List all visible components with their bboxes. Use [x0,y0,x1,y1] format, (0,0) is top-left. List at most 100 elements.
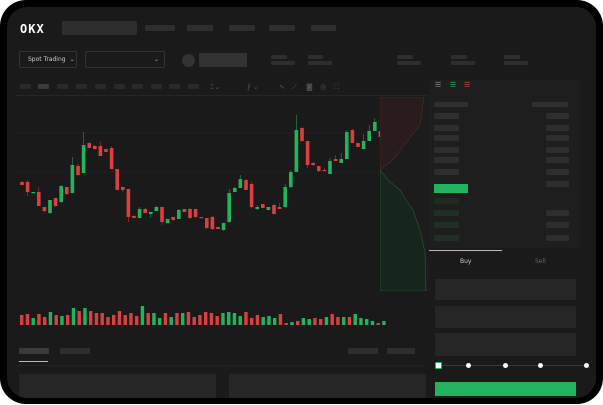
line-icon[interactable]: ∿ [279,83,285,91]
chevron-down-icon: ⌄ [153,56,159,63]
candle [283,187,287,207]
candle [221,223,226,230]
price-input[interactable] [435,279,576,300]
volume-bar [100,313,104,325]
candle [266,207,271,210]
buy-tab[interactable]: Buy [460,258,472,265]
candle [25,182,30,192]
ask-price [434,125,459,131]
volume-bar [365,319,369,325]
depth-asks [380,97,425,171]
filter-button[interactable] [387,348,415,354]
timeframe-button[interactable] [114,84,125,89]
volume-bar [319,319,323,325]
volume-bar [370,321,375,325]
nav-item[interactable] [187,25,213,31]
candle-type-icon[interactable]: ⌶⌄ [210,83,221,91]
timeframe-button[interactable] [38,84,49,89]
search-bar[interactable] [62,21,137,35]
candle [42,207,47,211]
candle [31,192,35,194]
volume-bar [106,317,110,325]
volume-bar [330,314,334,325]
pair-name [199,53,247,67]
nav-item[interactable] [229,25,255,31]
order-book-panel [430,80,580,248]
spot-trading-button[interactable]: Spot Trading ⌄ [19,51,77,68]
timeframe-button[interactable] [57,84,68,89]
stat-label [397,55,413,59]
ask-amount [546,135,569,141]
orderbook-bids-icon[interactable]: ☰ [450,81,457,89]
buy-tab-underline [429,250,502,251]
candle [37,192,41,206]
camera-icon[interactable]: ◙ [306,83,313,91]
total-input[interactable] [435,333,576,356]
orders-tab[interactable] [19,348,49,354]
candle [216,227,220,229]
candle [104,149,108,152]
timeframe-button[interactable] [188,84,199,89]
candle [289,172,293,187]
candle [93,146,97,149]
timeframe-button[interactable] [20,84,31,89]
stat-value [397,61,421,65]
candle [149,212,153,214]
filter-button[interactable] [348,348,378,354]
candle [154,207,159,211]
candle [205,218,209,228]
slider-handle[interactable] [435,362,442,369]
volume-bar [43,317,47,325]
nav-item[interactable] [311,25,336,31]
nav-item[interactable] [269,25,295,31]
candle [210,217,215,229]
percent-slider-track[interactable] [439,365,587,366]
timeframe-button[interactable] [151,84,162,89]
okx-logo: OKX [20,22,45,36]
fullscreen-icon[interactable]: ⛶ [334,83,339,91]
divider [15,95,427,96]
volume-bar [313,318,317,325]
candle [272,205,276,214]
orderbook-both-icon[interactable]: ☰ [435,81,442,89]
indicator-icon[interactable]: ⨍ ⌄ [247,83,259,91]
volume-bar [186,312,191,325]
candle [98,146,103,156]
slider-mark-75[interactable] [538,363,543,368]
timeframe-button[interactable] [95,84,106,89]
stat-label [271,55,287,59]
slider-mark-25[interactable] [466,363,471,368]
ruler-icon[interactable]: ⟋ [292,83,297,91]
volume-bar [48,312,53,325]
candle [277,207,282,209]
ask-amount [546,113,569,119]
sell-tab[interactable]: Sell [535,258,546,265]
volume-bar [163,313,168,325]
timeframe-button[interactable] [169,84,180,89]
ask-amount [546,147,569,153]
nav-item[interactable] [145,25,175,31]
candle [109,148,114,169]
volume-bar [60,316,64,325]
candle [356,143,360,147]
candle [199,217,203,219]
settings-icon[interactable]: ◎ [320,83,327,91]
history-tab[interactable] [60,348,90,354]
volume-bar [227,312,231,325]
pair-dropdown[interactable]: ⌄ [85,51,165,68]
volume-bar [284,323,288,325]
volume-bar [376,323,380,325]
orderbook-asks-icon[interactable]: ☰ [464,81,471,89]
candle [238,179,243,188]
candlestick-chart[interactable] [7,7,596,398]
stat-value [451,61,475,65]
amount-input[interactable] [435,306,576,328]
volume-bar [89,311,93,325]
ask-amount [546,157,569,163]
candle [294,130,299,172]
timeframe-button[interactable] [76,84,87,89]
slider-mark-100[interactable] [584,363,589,368]
timeframe-button[interactable] [132,84,143,89]
buy-button[interactable] [435,382,576,396]
slider-mark-50[interactable] [503,363,508,368]
